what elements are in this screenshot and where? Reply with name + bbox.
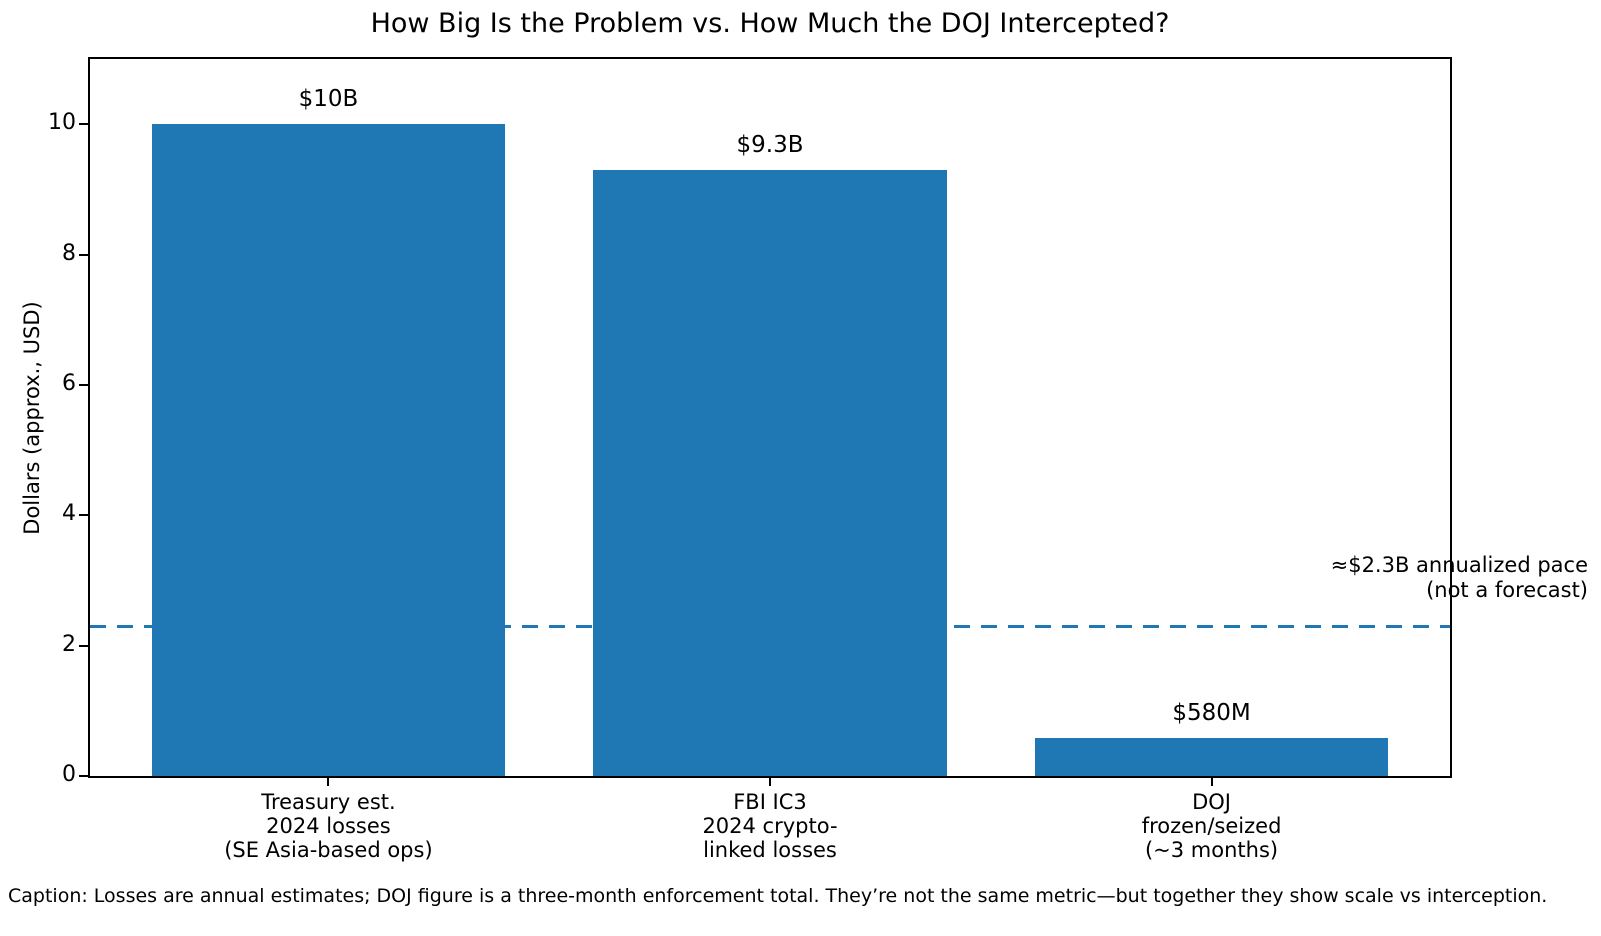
y-tick-mark (79, 253, 88, 256)
bar (151, 124, 506, 776)
chart-title: How Big Is the Problem vs. How Much the … (370, 8, 1170, 39)
x-tick-label: FBI IC3 2024 crypto-linked losses (600, 790, 940, 862)
x-tick-mark (327, 778, 330, 786)
x-tick-label-line: (~3 months) (1144, 838, 1279, 862)
y-tick-label: 0 (62, 762, 76, 787)
y-tick-label: 8 (62, 240, 76, 266)
y-tick-label: 6 (62, 370, 76, 396)
x-tick-label-line: FBI IC3 (733, 790, 807, 814)
x-tick-label: Treasury est. 2024 losses (SE Asia-based o… (158, 790, 498, 862)
bar-value-label: $9.3B (736, 131, 804, 158)
x-tick-label-line: linked losses (703, 838, 837, 862)
y-tick-label: 4 (62, 501, 76, 527)
x-tick-label-line: Treasury est. (261, 790, 396, 814)
x-tick-mark (769, 778, 771, 786)
x-tick-label-line: 2024 crypto- (702, 814, 838, 838)
plot-area: $10B $9.3B $580M 0 2 4 6 8 10 (48, 57, 1452, 787)
bar-value-label: $580M (1172, 700, 1251, 727)
x-tick-label: DOJ frozen/seized (~3 months) (1042, 790, 1382, 862)
y-tick-mark (79, 383, 88, 386)
y-tick-mark (79, 514, 88, 517)
x-tick-label-line: frozen/seized (1141, 814, 1282, 838)
annotation-line-2: (not a forecast) (1426, 578, 1588, 602)
annotation-line-1: ≈$2.3B annualized pace (1330, 553, 1588, 577)
y-tick-mark (79, 123, 88, 126)
bar (593, 169, 947, 776)
y-axis-label: Dollars (approx., USD) (20, 301, 44, 535)
x-tick-label-line: 2024 losses (266, 814, 391, 838)
x-tick-label-line: DOJ (1192, 790, 1231, 814)
x-tick-mark (1210, 778, 1213, 786)
x-tick-label-line: (SE Asia-based ops) (224, 838, 433, 862)
y-tick-mark (79, 644, 88, 647)
bar (1034, 738, 1389, 776)
reference-line-annotation: ≈$2.3B annualized pace (not a forecast) (1331, 553, 1588, 603)
y-tick-label: 10 (48, 110, 76, 136)
y-tick-label: 2 (62, 631, 76, 657)
y-tick-mark (79, 775, 88, 777)
caption: Caption: Losses are annual estimates; DO… (8, 885, 1548, 907)
bar-value-label: $10B (298, 86, 359, 113)
